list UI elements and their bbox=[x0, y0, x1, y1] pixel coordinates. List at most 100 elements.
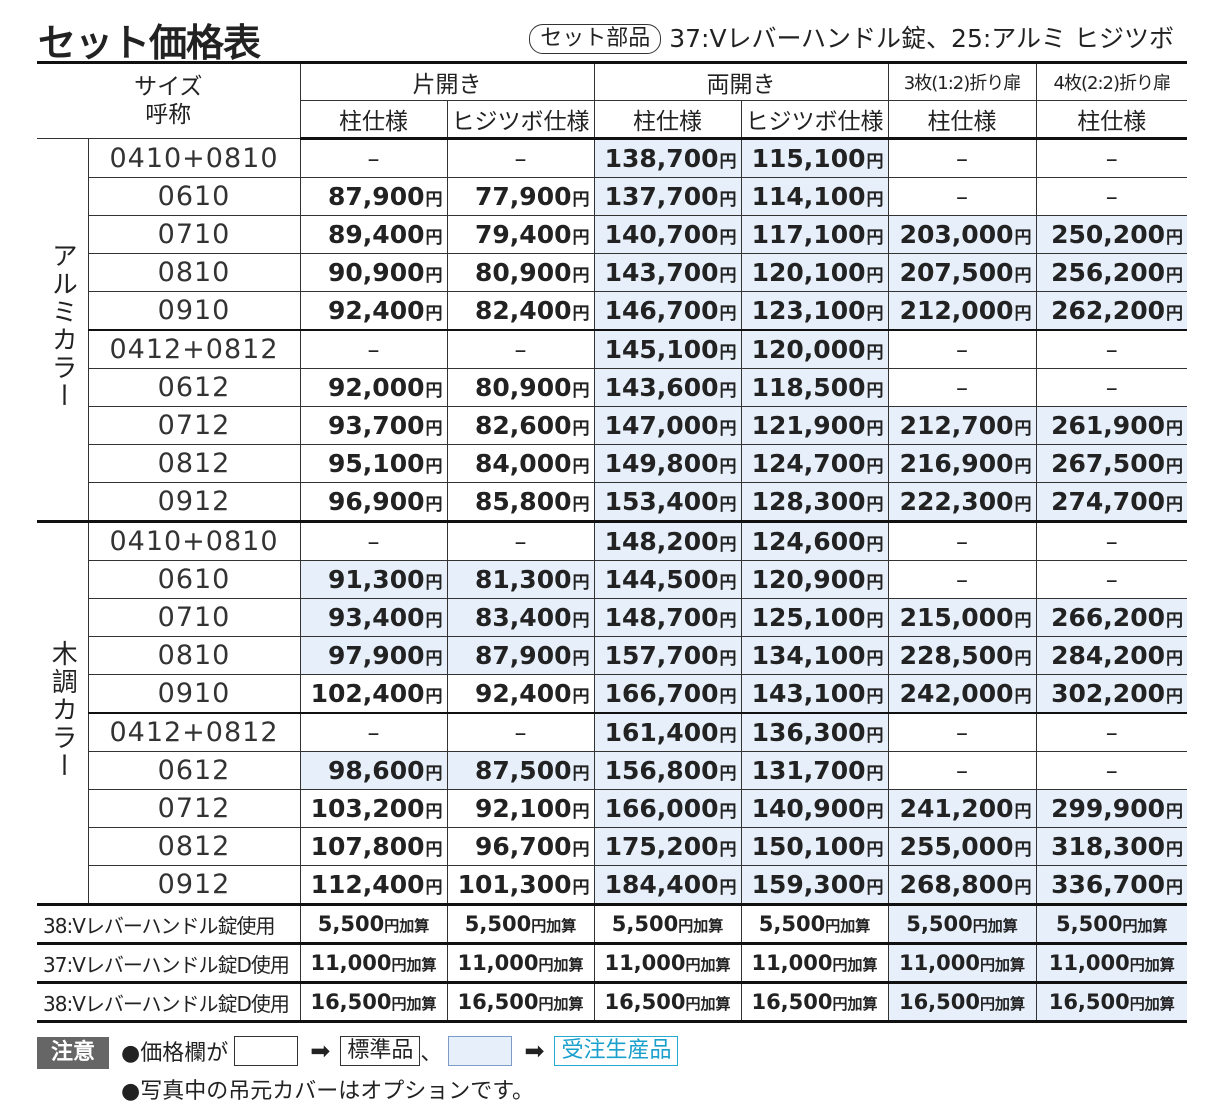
yen-unit: 円 bbox=[719, 266, 737, 286]
price-value: – bbox=[956, 335, 968, 364]
price-value: – bbox=[514, 527, 527, 556]
price-value: 125,100 bbox=[751, 603, 866, 632]
price-value: 80,900 bbox=[475, 258, 572, 287]
price-cell: 159,300円 bbox=[740, 865, 889, 906]
price-value: 222,300 bbox=[899, 487, 1014, 516]
size-cell: 0812 bbox=[87, 444, 301, 483]
price-value: 145,100 bbox=[604, 335, 719, 364]
price-cell: 299,900円 bbox=[1035, 789, 1187, 828]
price-value: 138,700 bbox=[604, 144, 719, 173]
price-value: 159,300 bbox=[751, 870, 866, 899]
price-value: 114,100 bbox=[751, 182, 866, 211]
legend-prefix: ●価格欄が bbox=[121, 1041, 229, 1066]
door-type-4-fold: 4枚(2:2)折り扉 bbox=[1035, 61, 1187, 101]
yen-unit: 円 bbox=[425, 687, 443, 707]
door-type-3-fold: 3枚(1:2)折り扉 bbox=[887, 61, 1037, 101]
price-value: 120,900 bbox=[751, 565, 866, 594]
yen-unit: 円 bbox=[719, 535, 737, 555]
price-value: 284,200 bbox=[1051, 641, 1165, 670]
price-cell: 121,900円 bbox=[740, 406, 889, 445]
price-cell: 87,900円 bbox=[299, 177, 448, 216]
add-unit: 加算 bbox=[406, 995, 437, 1013]
price-cell: 91,300円 bbox=[299, 560, 448, 599]
price-value: 107,800 bbox=[310, 832, 425, 861]
table-row: 0712 93,700円 82,600円 147,000円 121,900円 212,70… bbox=[37, 406, 1187, 445]
price-cell: 96,700円 bbox=[446, 827, 595, 866]
option-price-cell: 5,500円加算 bbox=[299, 904, 448, 945]
add-unit: 加算 bbox=[700, 956, 731, 974]
price-value: 216,900 bbox=[899, 449, 1014, 478]
option-price-cell: 5,500円加算 bbox=[887, 904, 1037, 945]
price-value: 87,900 bbox=[475, 641, 572, 670]
yen-unit: 円 bbox=[572, 457, 590, 477]
table-header: サイズ 呼称 片開き 両開き 3枚(1:2)折り扉 4枚(2:2)折り扉 柱仕様… bbox=[37, 61, 1187, 140]
price-value: 267,500 bbox=[1051, 449, 1165, 478]
yen-unit: 円 bbox=[972, 917, 988, 935]
price-value: 134,100 bbox=[751, 641, 866, 670]
price-cell: 77,900円 bbox=[446, 177, 595, 216]
price-value: 93,700 bbox=[328, 411, 425, 440]
table-row: 0812 107,800円 96,700円 175,200円 150,100円 255,0… bbox=[37, 827, 1187, 866]
yen-unit: 円 bbox=[678, 917, 694, 935]
add-unit: 加算 bbox=[399, 917, 430, 935]
price-cell: 92,400円 bbox=[299, 291, 448, 331]
yen-unit: 円 bbox=[1014, 228, 1032, 248]
table-row: 0910 102,400円 92,400円 166,700円 143,100円 242,0… bbox=[37, 674, 1187, 714]
price-value: – bbox=[1105, 182, 1118, 211]
category-label: 木調カラー bbox=[37, 521, 89, 906]
add-unit: 加算 bbox=[553, 956, 584, 974]
price-value: – bbox=[1105, 144, 1118, 173]
standard-swatch bbox=[234, 1036, 299, 1066]
price-value: 241,200 bbox=[899, 794, 1014, 823]
price-cell: – bbox=[446, 712, 595, 752]
option-value: 11,000 bbox=[1048, 951, 1130, 975]
price-cell: 215,000円 bbox=[887, 598, 1037, 637]
table-row: 0610 87,900円 77,900円 137,700円 114,100円 – – bbox=[37, 177, 1187, 216]
price-cell: 161,400円 bbox=[593, 712, 742, 752]
price-value: 255,000 bbox=[899, 832, 1014, 861]
price-value: 147,000 bbox=[604, 411, 719, 440]
yen-unit: 円 bbox=[538, 995, 554, 1013]
yen-unit: 円 bbox=[719, 228, 737, 248]
price-cell: 79,400円 bbox=[446, 215, 595, 254]
size-cell: 0710 bbox=[87, 598, 301, 637]
page-title: セット価格表 bbox=[38, 21, 261, 65]
option-value: 16,500 bbox=[898, 990, 980, 1014]
yen-unit: 円 bbox=[866, 304, 884, 324]
price-value: 153,400 bbox=[604, 487, 719, 516]
option-label: 38:Vレバーハンドル錠D使用 bbox=[37, 982, 301, 1023]
yen-unit: 円 bbox=[572, 840, 590, 860]
yen-unit: 円 bbox=[866, 802, 884, 822]
yen-unit: 円 bbox=[866, 649, 884, 669]
yen-unit: 円 bbox=[391, 956, 407, 974]
yen-unit: 円 bbox=[425, 304, 443, 324]
price-cell: 137,700円 bbox=[593, 177, 742, 216]
price-value: 137,700 bbox=[604, 182, 719, 211]
price-cell: 157,700円 bbox=[593, 636, 742, 675]
price-value: 136,300 bbox=[751, 718, 866, 747]
yen-unit: 円 bbox=[1014, 304, 1032, 324]
yen-unit: 円 bbox=[1166, 802, 1183, 822]
price-cell: – bbox=[1035, 368, 1187, 407]
price-cell: 140,900円 bbox=[740, 789, 889, 828]
yen-unit: 円 bbox=[719, 457, 737, 477]
yen-unit: 円 bbox=[866, 878, 884, 898]
price-cell: 266,200円 bbox=[1035, 598, 1187, 637]
yen-unit: 円 bbox=[685, 995, 701, 1013]
price-value: 90,900 bbox=[328, 258, 425, 287]
price-cell: 147,000円 bbox=[593, 406, 742, 445]
add-unit: 加算 bbox=[995, 956, 1026, 974]
yen-unit: 円 bbox=[1014, 840, 1032, 860]
yen-unit: 円 bbox=[719, 649, 737, 669]
price-cell: – bbox=[446, 138, 595, 178]
yen-unit: 円 bbox=[719, 495, 737, 515]
price-cell: 131,700円 bbox=[740, 751, 889, 790]
price-value: 143,100 bbox=[751, 679, 866, 708]
yen-unit: 円 bbox=[1014, 266, 1032, 286]
price-cell: 267,500円 bbox=[1035, 444, 1187, 483]
table-row: 0812 95,100円 84,000円 149,800円 124,700円 216,90… bbox=[37, 444, 1187, 483]
yen-unit: 円 bbox=[425, 878, 443, 898]
price-cell: – bbox=[1035, 560, 1187, 599]
option-price-cell: 11,000円加算 bbox=[593, 943, 742, 984]
yen-unit: 円 bbox=[866, 343, 884, 363]
